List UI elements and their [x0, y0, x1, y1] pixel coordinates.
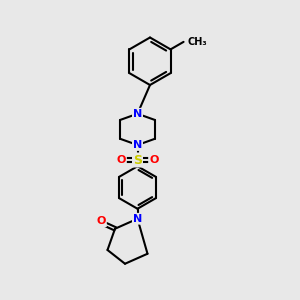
Text: O: O — [97, 216, 106, 226]
Text: O: O — [149, 155, 158, 165]
Text: O: O — [117, 155, 126, 165]
Text: N: N — [133, 140, 142, 150]
Text: CH₃: CH₃ — [187, 37, 207, 47]
Text: S: S — [133, 154, 142, 166]
Text: N: N — [133, 109, 142, 119]
Text: N: N — [133, 214, 142, 224]
